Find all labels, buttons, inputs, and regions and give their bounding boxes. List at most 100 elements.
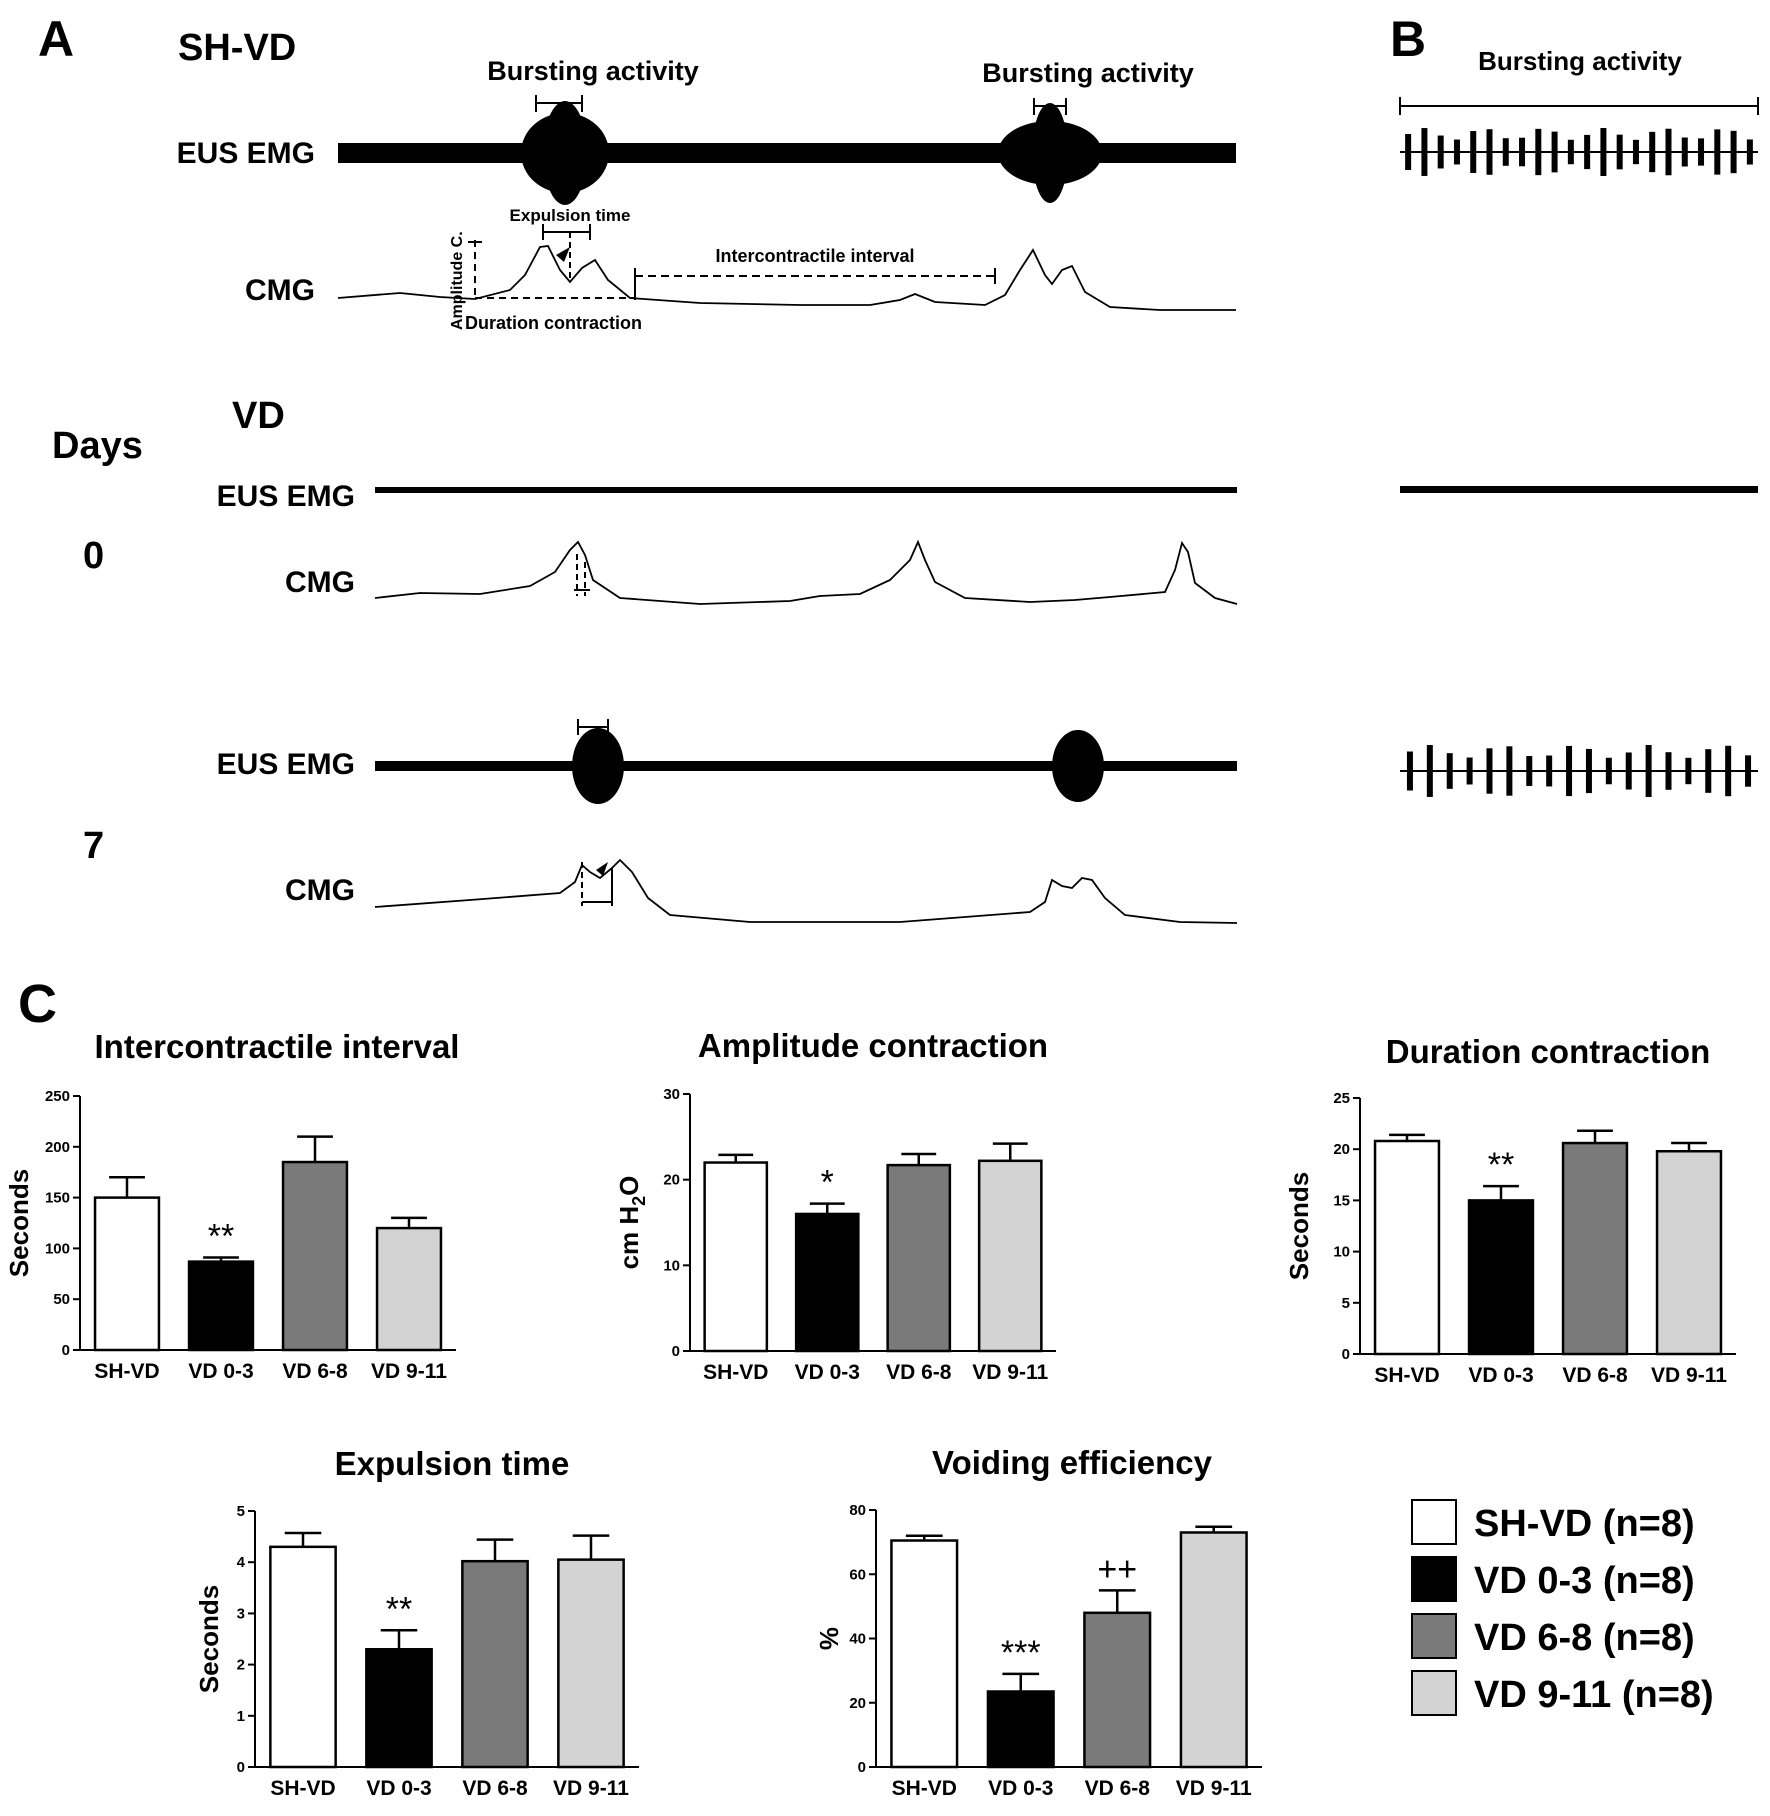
burst-spike [1745, 755, 1752, 787]
y-axis-label: Seconds [194, 1585, 224, 1693]
y-tick-label: 20 [1333, 1141, 1350, 1158]
y-tick-label: 40 [849, 1631, 866, 1648]
burst-spike [1526, 756, 1533, 786]
chart-expulsion-time: Expulsion time 0 1 2 3 4 5 Seconds SH-VD VD 0-3 **… [194, 1445, 639, 1800]
chart-voiding-efficiency: Voiding efficiency 0 20 40 60 80% SH-VD VD 0-3 *… [814, 1444, 1262, 1800]
x-tick-label: VD 6-8 [886, 1361, 952, 1384]
bursting-bracket-b [1399, 97, 1759, 115]
significance-marker: ** [386, 1590, 412, 1628]
y-tick-label: 0 [672, 1343, 680, 1360]
panel-c: C Intercontractile interval0501001502002… [4, 974, 1736, 1800]
bar-vd-0-3 [365, 1647, 433, 1769]
x-tick-label: VD 6-8 [282, 1360, 348, 1383]
burst-spike [1714, 129, 1721, 175]
legend: SH-VD (n=8) VD 0-3 (n=8) VD 6-8 (n=8) VD… [1411, 1499, 1714, 1716]
y-tick-label: 200 [45, 1139, 70, 1156]
significance-marker: * [821, 1164, 834, 1202]
y-tick-label: 0 [858, 1759, 866, 1776]
y-tick-label: 5 [1342, 1295, 1350, 1312]
y-tick-label: 60 [849, 1566, 866, 1583]
bar-vd-6-8 [461, 1559, 529, 1769]
burst-spike [1730, 130, 1737, 174]
cmg-trace-3 [374, 858, 1238, 924]
panel-a: A SH-VD Bursting activity Bursting activ… [38, 11, 1238, 924]
panel-b: B Bursting activity [1390, 11, 1759, 797]
burst-spike [1551, 131, 1558, 173]
y-axis-label: cm H2O [614, 1176, 649, 1270]
y-tick-label: 25 [1333, 1090, 1350, 1107]
y-tick-label: 100 [45, 1240, 70, 1257]
eus-emg-label-1: EUS EMG [177, 137, 315, 170]
y-tick-label: 1 [237, 1708, 245, 1725]
burst-spike [1446, 753, 1453, 789]
x-tick-label: VD 9-11 [1176, 1777, 1252, 1800]
legend-label-vd-0-3: VD 0-3 (n=8) [1474, 1560, 1695, 1602]
y-tick-label: 0 [1342, 1346, 1350, 1363]
burst-spike [1437, 135, 1444, 169]
x-tick-label: VD 0-3 [988, 1777, 1053, 1800]
significance-marker: ** [1488, 1146, 1514, 1184]
legend-label-vd-9-11: VD 9-11 (n=8) [1474, 1674, 1714, 1716]
days-label: Days [52, 425, 143, 467]
expulsion-time-label: Expulsion time [510, 206, 631, 225]
cmg-label-1: CMG [245, 274, 315, 307]
burst-spike [1632, 139, 1639, 165]
cmg-trace-1 [337, 245, 1236, 311]
x-tick-label: VD 0-3 [188, 1360, 253, 1383]
burst-spike [1625, 752, 1632, 790]
x-tick-label: SH-VD [270, 1777, 335, 1800]
burst-spike [1405, 134, 1412, 170]
bursting-label-b: Bursting activity [1478, 46, 1682, 76]
eus-emg-label-3: EUS EMG [217, 748, 355, 781]
panel-c-letter: C [18, 974, 57, 1034]
x-tick-label: VD 0-3 [366, 1777, 431, 1800]
chart-title: Duration contraction [1386, 1033, 1711, 1070]
burst-spike [1535, 128, 1542, 176]
x-tick-label: SH-VD [1374, 1364, 1439, 1387]
duration-contraction-label: Duration contraction [465, 313, 642, 333]
bursting-label-2: Bursting activity [982, 58, 1194, 88]
cmg-label-2: CMG [285, 566, 355, 599]
x-tick-label: VD 6-8 [1085, 1777, 1151, 1800]
burst-spike [1649, 131, 1656, 173]
burst-spike [1567, 139, 1574, 165]
burst-spike [1705, 749, 1712, 793]
bar-vd-6-8 [1083, 1611, 1152, 1769]
x-tick-label: VD 9-11 [371, 1360, 447, 1383]
burst-spike [1566, 745, 1573, 797]
burst-spike [1665, 128, 1672, 176]
arrow-icon [596, 862, 608, 876]
y-tick-label: 30 [663, 1086, 680, 1103]
legend-swatch-vd-0-3 [1411, 1556, 1457, 1602]
burst-spike [1486, 129, 1493, 175]
bar-vd-6-8 [1561, 1141, 1629, 1356]
cmg-trace-2 [374, 539, 1238, 605]
chart-amplitude-contraction: Amplitude contraction 0 10 20 30 cm H2O SH-VD V… [614, 1027, 1056, 1384]
bar-vd-0-3 [1467, 1199, 1535, 1356]
burst-spike [1605, 757, 1612, 785]
burst-spike [1685, 757, 1692, 785]
bar-vd-9-11 [375, 1226, 443, 1352]
bar-sh-vd [703, 1161, 769, 1353]
burst-trace-b2 [1400, 486, 1758, 493]
cmg-label-3: CMG [285, 874, 355, 907]
burst-spike [1616, 134, 1623, 170]
legend-swatch-vd-6-8 [1411, 1613, 1457, 1659]
y-tick-label: 0 [237, 1759, 245, 1776]
legend-label-vd-6-8: VD 6-8 (n=8) [1474, 1617, 1695, 1659]
y-axis-label: Seconds [1284, 1172, 1314, 1280]
intercontractile-interval-label: Intercontractile interval [715, 246, 914, 266]
x-tick-label: VD 9-11 [972, 1361, 1048, 1384]
panel-b-letter: B [1390, 11, 1426, 67]
amplitude-c-label: Amplitude C. [449, 231, 466, 330]
bar-vd-0-3 [986, 1690, 1055, 1769]
legend-swatch-vd-9-11 [1411, 1670, 1457, 1716]
chart-title: Amplitude contraction [698, 1027, 1048, 1064]
burst-spike [1585, 748, 1592, 794]
bar-vd-9-11 [557, 1558, 625, 1769]
burst-spike [1502, 138, 1509, 166]
bar-vd-9-11 [977, 1159, 1043, 1353]
burst-spike [1506, 746, 1513, 796]
y-tick-label: 4 [237, 1554, 246, 1571]
